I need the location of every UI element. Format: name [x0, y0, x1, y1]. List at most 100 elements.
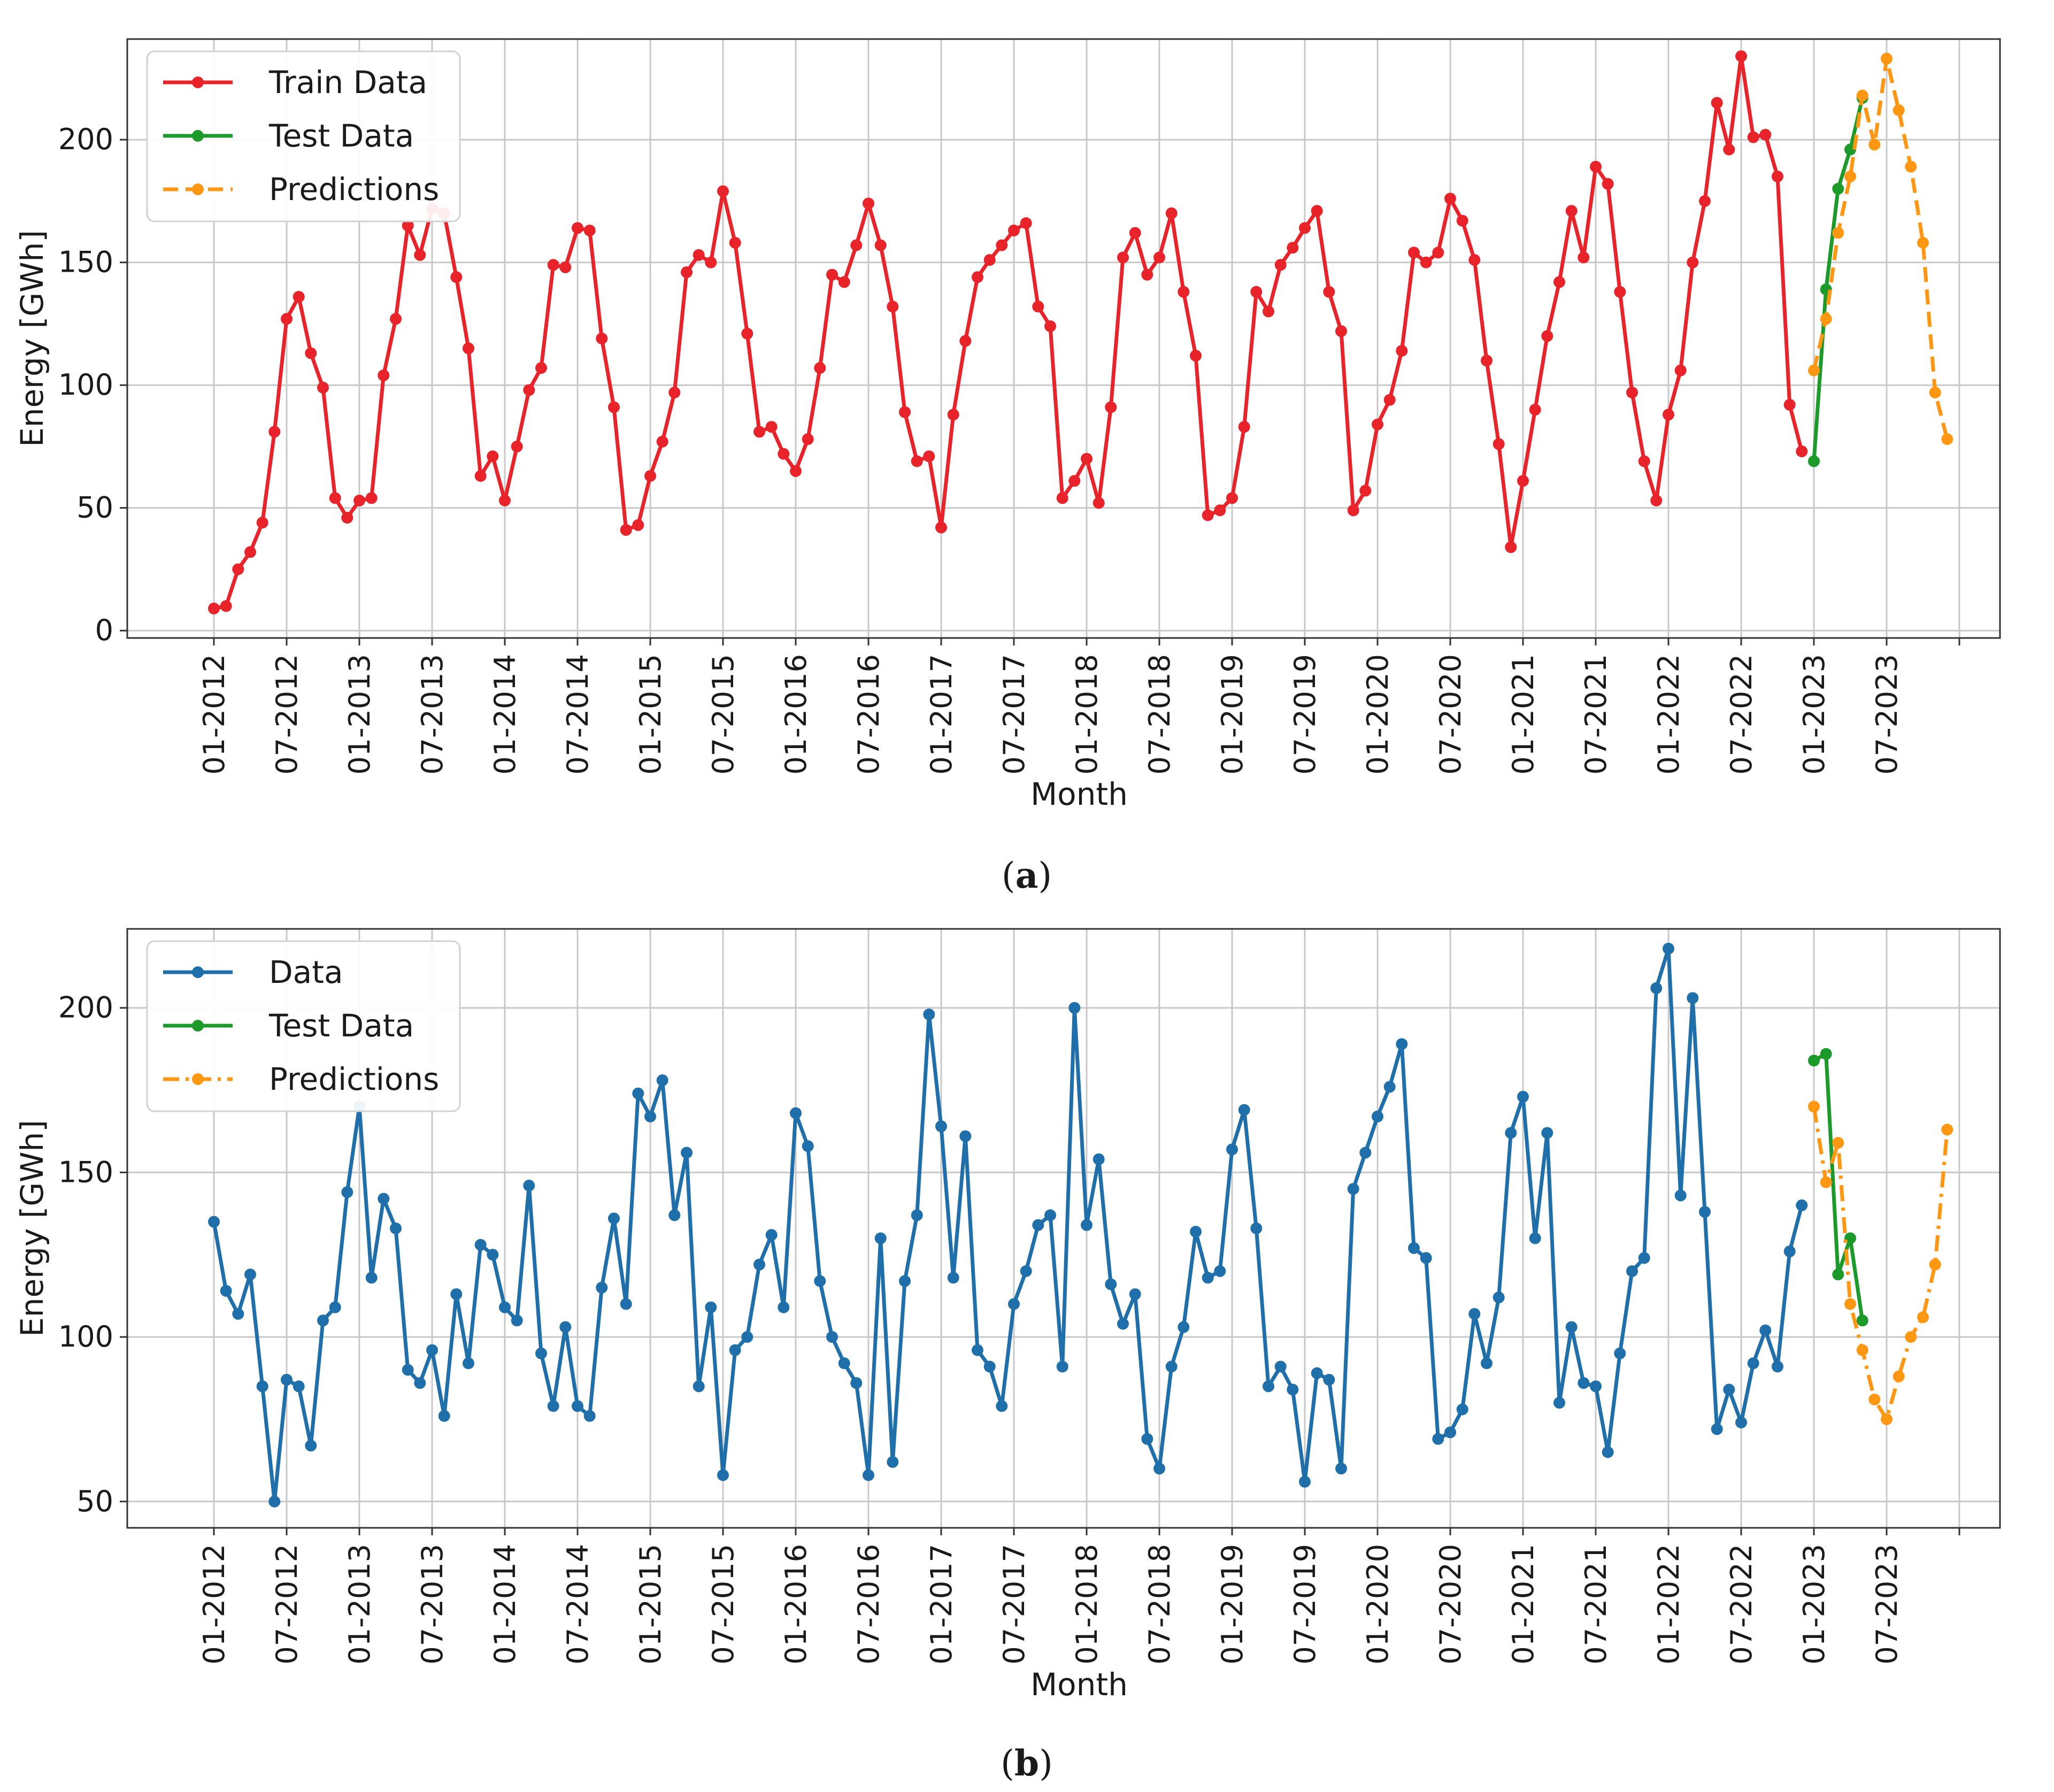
chart-a-data-point [874, 239, 887, 251]
chart-b-data-point [1032, 1219, 1044, 1231]
chart-b-data-point [1650, 982, 1663, 994]
chart-a-data-point [959, 335, 972, 347]
chart-a-caption-open: ( [1002, 855, 1016, 896]
chart-b-data-point [523, 1180, 535, 1191]
chart-b-data-point [1699, 1206, 1711, 1218]
chart-a-y-ticks: 0 50 100 150 200 [58, 122, 127, 647]
chart-b-x-tick-label: 01-2020 [1361, 1544, 1395, 1665]
chart-b-data-point [1323, 1374, 1335, 1386]
chart-a-data-point [1723, 143, 1735, 156]
chart-b-data-point [1820, 1048, 1832, 1060]
chart-a-data-point [341, 512, 353, 524]
chart-b-data-point [717, 1469, 729, 1481]
chart-a-data-point [414, 249, 426, 261]
chart-b-y-ticks: 50 100 150 200 [58, 991, 127, 1518]
chart-a-data-point [487, 450, 499, 463]
chart-a-data-point [923, 450, 935, 463]
chart-b-data-point [668, 1209, 681, 1221]
chart-b-data-point [1372, 1110, 1383, 1122]
chart-a-data-point [1020, 217, 1032, 229]
chart-a-x-tick-label: 07-2016 [852, 654, 886, 775]
chart-b-y-tick-label: 150 [58, 1155, 113, 1189]
chart-b-data-point [935, 1120, 947, 1133]
chart-b-x-tick-label: 07-2023 [1870, 1544, 1904, 1665]
chart-a-data-point [450, 271, 463, 283]
chart-b-data-point [1081, 1219, 1093, 1231]
chart-a-data-point [1517, 475, 1529, 487]
chart-b-data-point [620, 1298, 632, 1310]
chart-b-data-point [850, 1377, 863, 1389]
chart-a-data-point [1372, 418, 1383, 430]
chart-b-data-point [293, 1380, 305, 1393]
chart-a-data-point [1687, 256, 1699, 268]
chart-b-data-point [765, 1229, 778, 1241]
chart-b-data-point [863, 1469, 874, 1481]
chart-a-data-point [717, 185, 729, 197]
chart-b-data-point [972, 1344, 983, 1356]
chart-b-data-point [1783, 1245, 1796, 1258]
chart-b-data-point [1747, 1357, 1759, 1370]
chart-b-data-point [983, 1360, 996, 1373]
chart-b-data-point [1226, 1143, 1238, 1156]
chart-a-legend-label: Train Data [268, 64, 427, 101]
chart-b-legend-entry: Data [163, 954, 343, 990]
chart-a-legend-entry: Train Data [163, 64, 427, 101]
chart-a-y-tick-label: 50 [76, 491, 113, 525]
chart-a-data-point [1929, 387, 1941, 398]
chart-a-x-tick-label: 07-2023 [1870, 654, 1904, 775]
chart-b-data-point [681, 1147, 693, 1159]
chart-a-data-point [1323, 286, 1335, 298]
chart-a-data-point [681, 266, 693, 279]
chart-b-series-test-data [1808, 1048, 1868, 1327]
chart-a-data-point [1287, 242, 1299, 254]
chart-b-x-tick-label: 07-2014 [561, 1544, 595, 1665]
chart-b-data-point [1590, 1380, 1602, 1393]
chart-b-data-point [378, 1193, 390, 1205]
chart-a-data-point [1905, 160, 1917, 173]
chart-b-data-point [1238, 1104, 1250, 1116]
chart-a-data-point [1032, 301, 1044, 313]
chart-b-x-tick-label: 01-2018 [1070, 1544, 1104, 1665]
chart-b-x-axis-label: Month [1030, 1666, 1128, 1703]
chart-a-x-ticks: 01-2012 07-2012 01-2013 07-2013 01-2014 07-20… [197, 638, 1960, 775]
chart-b-data-point [1202, 1272, 1214, 1284]
chart-b-data-point [644, 1110, 656, 1122]
chart-b-x-tick-label: 01-2017 [925, 1544, 958, 1665]
chart-b-x-tick-label: 07-2021 [1579, 1544, 1613, 1665]
chart-b-x-tick-label: 01-2016 [779, 1544, 813, 1665]
chart-a-data-point [1165, 207, 1178, 219]
chart-b-data-point [959, 1130, 972, 1142]
chart-a-data-point [705, 256, 717, 268]
chart-b-data-point [1165, 1360, 1178, 1373]
chart-a-data-point [1614, 286, 1626, 298]
chart-a-data-point [1359, 484, 1372, 497]
chart-a-data-point [983, 254, 996, 266]
chart-a-x-tick-label: 07-2015 [706, 654, 740, 775]
chart-a-data-point [1820, 313, 1832, 325]
chart-a-data-point [1044, 320, 1056, 332]
chart-a-data-point [572, 222, 583, 234]
chart-a-data-point [1238, 421, 1250, 433]
chart-b-data-point [547, 1400, 559, 1412]
chart-a-data-point [1941, 433, 1953, 445]
chart-b-data-point [1844, 1298, 1856, 1310]
chart-b-data-point [244, 1268, 256, 1281]
chart-a-data-point [1832, 227, 1844, 239]
chart-b-data-point [596, 1281, 608, 1294]
chart-b-data-point [1190, 1226, 1202, 1238]
chart-a-legend-label: Predictions [269, 171, 439, 207]
chart-b-series-line [1812, 1106, 1949, 1421]
chart-b-data-point [1335, 1463, 1347, 1475]
chart-b-data-point [474, 1239, 487, 1251]
chart-b-data-point [874, 1232, 887, 1244]
chart-a-data-point [256, 517, 268, 529]
chart-a-data-point [1565, 205, 1578, 217]
chart-a-data-point [765, 421, 778, 433]
chart-a-data-point [1263, 305, 1274, 318]
chart-b-data-point [996, 1400, 1008, 1412]
chart-a-x-axis-label: Month [1030, 776, 1128, 812]
chart-a-data-point [596, 333, 608, 344]
chart-b-data-point [1687, 992, 1699, 1004]
chart-b-x-tick-label: 01-2022 [1652, 1544, 1686, 1665]
